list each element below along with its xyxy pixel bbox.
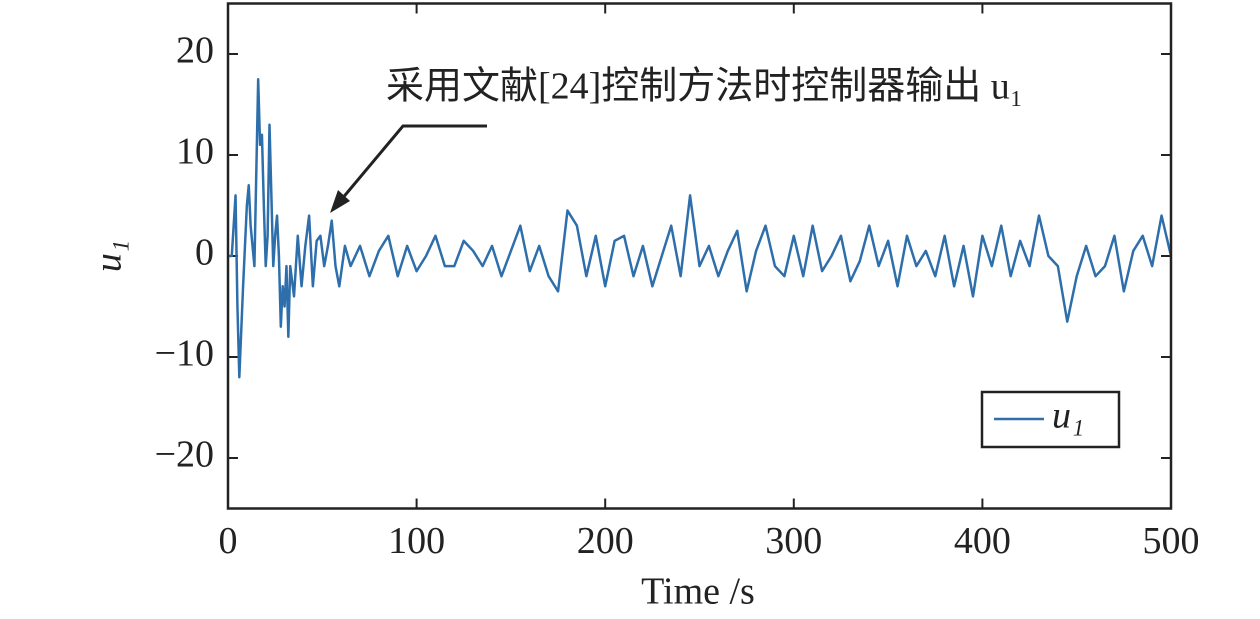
y-tick-label: −20 xyxy=(155,434,214,476)
annotation-arrow xyxy=(334,124,487,207)
y-tick-label: −10 xyxy=(155,333,214,375)
x-tick-label: 400 xyxy=(954,520,1011,562)
annotation: 采用文献[24]控制方法时控制器输出 u₁ xyxy=(386,66,1023,108)
plot-frame xyxy=(226,2,1173,510)
x-axis-label: Time /s xyxy=(641,571,755,613)
y-tick-label: 20 xyxy=(176,30,214,72)
x-tick-label: 200 xyxy=(577,520,634,562)
x-tick-label: 0 xyxy=(219,520,238,562)
y-tick-label: 0 xyxy=(195,232,214,274)
y-tick-label: 10 xyxy=(176,131,214,173)
legend-label: u₁ xyxy=(1052,395,1084,437)
data-line xyxy=(228,78,1173,379)
x-tick-label: 100 xyxy=(388,520,445,562)
x-tick-label: 300 xyxy=(765,520,822,562)
x-tick-label: 500 xyxy=(1143,520,1200,562)
arrow-head xyxy=(330,190,350,213)
y-axis-label: u₁ xyxy=(88,240,130,272)
